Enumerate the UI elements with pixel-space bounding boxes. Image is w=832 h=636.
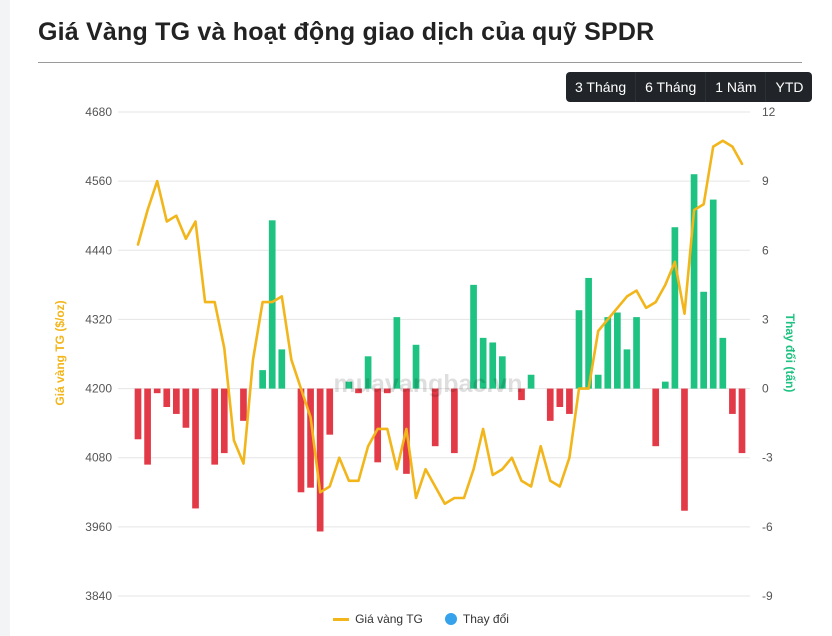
right-tick-label: 3	[762, 312, 769, 326]
range-button-6-months[interactable]: 6 Tháng	[636, 72, 707, 102]
change-bar	[364, 356, 372, 389]
change-bar	[527, 374, 535, 389]
change-bar	[220, 388, 228, 454]
change-bar	[173, 388, 180, 414]
change-bar	[393, 317, 401, 389]
change-bar	[316, 388, 324, 532]
left-axis-label: Giá vàng TG ($/oz)	[53, 300, 67, 405]
left-tick-label: 4440	[85, 243, 112, 257]
left-tick-label: 4200	[85, 382, 112, 396]
left-tick-label: 3960	[85, 520, 112, 534]
change-bar	[556, 388, 564, 408]
right-tick-label: -9	[762, 589, 773, 603]
change-bar	[623, 349, 631, 389]
right-axis-ticks: 12 9 6 3 0 -3 -6 -9	[762, 105, 776, 603]
right-tick-label: 0	[762, 382, 769, 396]
right-axis-label: Thay đổi (tấn)	[783, 314, 797, 393]
change-bar	[345, 381, 353, 389]
change-bar	[192, 388, 199, 509]
change-bar	[546, 388, 554, 421]
change-bar	[518, 388, 525, 401]
change-bar	[431, 388, 439, 447]
change-bar	[134, 388, 142, 440]
change-bar	[738, 388, 746, 454]
change-bar	[479, 337, 487, 389]
change-bar	[153, 388, 161, 394]
change-bar	[144, 388, 151, 465]
legend-item-line[interactable]: Giá vàng TG	[333, 612, 423, 626]
change-bar	[374, 388, 382, 463]
change-bar	[326, 388, 334, 435]
change-bar	[470, 284, 477, 389]
gridlines	[118, 111, 750, 597]
legend-line-label: Giá vàng TG	[355, 612, 423, 626]
change-bar	[633, 317, 640, 389]
change-bar	[489, 342, 497, 389]
left-tick-label: 3840	[85, 589, 112, 603]
left-tick-label: 4080	[85, 451, 112, 465]
change-bar	[297, 388, 305, 493]
right-tick-label: 9	[762, 174, 769, 188]
legend: Giá vàng TG Thay đổi	[10, 612, 832, 626]
change-bar	[278, 349, 286, 389]
change-bar	[182, 388, 190, 428]
page-title: Giá Vàng TG và hoạt động giao dịch của q…	[38, 18, 655, 46]
title-divider	[38, 62, 802, 63]
change-bar	[451, 388, 458, 454]
range-button-ytd[interactable]: YTD	[766, 72, 813, 102]
change-bar	[681, 388, 688, 511]
right-tick-label: -6	[762, 520, 773, 534]
change-bar	[383, 388, 391, 394]
watermark: muavangbac.vn	[334, 370, 523, 398]
change-bar	[412, 344, 420, 389]
change-bar	[671, 227, 679, 389]
combo-chart: 4680 4560 4440 4320 4200 4080 3960 3840 12 9 6 3 0 -…	[53, 105, 797, 603]
change-bar	[709, 199, 717, 389]
dot-swatch-icon	[444, 613, 457, 625]
legend-bar-label: Thay đổi	[462, 612, 509, 626]
change-bar	[594, 374, 602, 389]
bar-series	[134, 174, 746, 532]
change-bar	[575, 310, 583, 389]
line-series	[136, 139, 744, 506]
left-axis-ticks: 4680 4560 4440 4320 4200 4080 3960 3840	[85, 105, 112, 603]
chart-card: Giá Vàng TG và hoạt động giao dịch của q…	[10, 0, 832, 636]
range-button-1-year[interactable]: 1 Năm	[706, 72, 767, 102]
left-tick-label: 4680	[85, 105, 112, 119]
line-swatch-icon	[333, 617, 350, 621]
change-bar	[614, 312, 621, 389]
change-bar	[729, 388, 736, 414]
change-bar	[661, 381, 669, 389]
change-bar	[163, 388, 171, 408]
change-bar	[566, 388, 573, 414]
right-tick-label: -3	[762, 451, 773, 465]
legend-item-bar[interactable]: Thay đổi	[444, 612, 509, 626]
range-button-group: 3 Tháng 6 Tháng 1 Năm YTD	[566, 72, 813, 102]
change-bar	[240, 388, 247, 421]
left-tick-label: 4560	[85, 174, 112, 188]
right-tick-label: 12	[762, 105, 776, 119]
change-bar	[719, 337, 727, 389]
change-bar	[604, 317, 612, 389]
change-bar	[211, 388, 219, 465]
change-bar	[700, 291, 707, 389]
change-bar	[498, 356, 506, 389]
range-button-3-months[interactable]: 3 Tháng	[566, 72, 637, 102]
left-tick-label: 4320	[85, 312, 112, 326]
change-bar	[652, 388, 660, 447]
change-bar	[268, 220, 276, 389]
change-bar	[355, 388, 362, 394]
right-tick-label: 6	[762, 243, 769, 257]
change-bar	[259, 370, 266, 389]
change-bar	[585, 277, 592, 389]
price-line	[136, 139, 744, 506]
change-bar	[307, 388, 314, 488]
change-bar	[690, 174, 698, 389]
